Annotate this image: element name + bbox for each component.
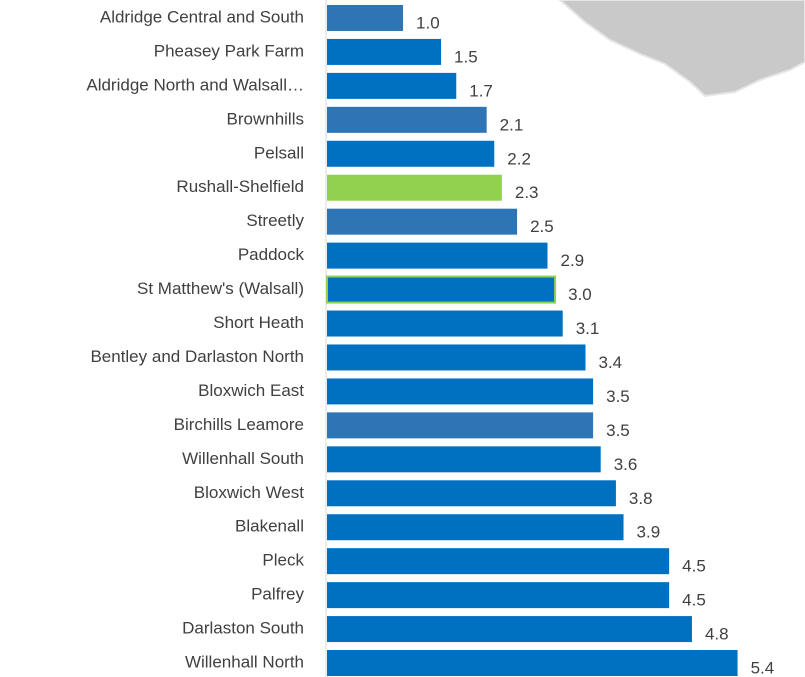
- value-label: 1.5: [454, 47, 478, 66]
- bar: [327, 208, 518, 235]
- bar: [327, 412, 594, 439]
- bar: [327, 72, 457, 99]
- category-label: Aldridge Central and South: [100, 7, 304, 26]
- value-label: 3.6: [614, 455, 638, 474]
- category-label: Bloxwich East: [198, 381, 304, 400]
- bar: [327, 4, 404, 31]
- value-label: 3.0: [568, 285, 592, 304]
- category-label: Willenhall South: [182, 449, 304, 468]
- bar: [327, 174, 502, 201]
- category-label: Birchills Leamore: [174, 415, 304, 434]
- bar: [327, 310, 563, 337]
- value-label: 3.4: [599, 353, 623, 372]
- bar: [326, 275, 557, 304]
- value-label: 2.1: [500, 115, 524, 134]
- category-label: Blakenall: [235, 517, 304, 536]
- value-label: 3.9: [637, 523, 661, 542]
- bar: [327, 140, 495, 167]
- category-label: Willenhall North: [185, 653, 304, 672]
- map-shape: [558, 0, 805, 98]
- category-label: Darlaston South: [182, 619, 304, 638]
- bar: [327, 514, 624, 541]
- value-label: 3.8: [629, 489, 653, 508]
- value-label: 5.4: [751, 659, 775, 677]
- bar: [327, 446, 601, 473]
- bar: [327, 650, 738, 677]
- bar: [327, 242, 548, 269]
- bar: [327, 38, 442, 65]
- bar: [327, 548, 670, 575]
- bar: [327, 378, 594, 405]
- value-label: 3.5: [606, 421, 630, 440]
- category-label: Pelsall: [254, 143, 304, 162]
- category-label: Bloxwich West: [194, 483, 304, 502]
- category-label: Bentley and Darlaston North: [90, 347, 304, 366]
- value-label: 2.5: [530, 217, 554, 236]
- value-label: 4.5: [682, 557, 706, 576]
- category-label: Brownhills: [227, 109, 304, 128]
- value-label: 2.9: [560, 251, 584, 270]
- bar: [327, 106, 487, 133]
- value-label: 4.8: [705, 625, 729, 644]
- category-label: Pheasey Park Farm: [154, 41, 304, 60]
- value-label: 4.5: [682, 591, 706, 610]
- value-label: 1.7: [469, 81, 493, 100]
- category-label: Pleck: [262, 551, 304, 570]
- category-label: Short Heath: [213, 313, 304, 332]
- value-label: 2.2: [507, 149, 531, 168]
- category-label: Rushall-Shelfield: [176, 177, 304, 196]
- category-label: Palfrey: [251, 585, 304, 604]
- bar: [327, 582, 670, 609]
- value-label: 3.5: [606, 387, 630, 406]
- bar: [327, 344, 586, 371]
- category-label: Streetly: [246, 211, 304, 230]
- value-label: 3.1: [576, 319, 600, 338]
- category-label: St Matthew's (Walsall): [137, 279, 304, 298]
- category-label: Paddock: [238, 245, 305, 264]
- value-label: 1.0: [416, 13, 440, 32]
- bar: [327, 616, 692, 643]
- category-label: Aldridge North and Walsall…: [86, 75, 304, 94]
- bar: [327, 480, 616, 507]
- value-label: 2.3: [515, 183, 539, 202]
